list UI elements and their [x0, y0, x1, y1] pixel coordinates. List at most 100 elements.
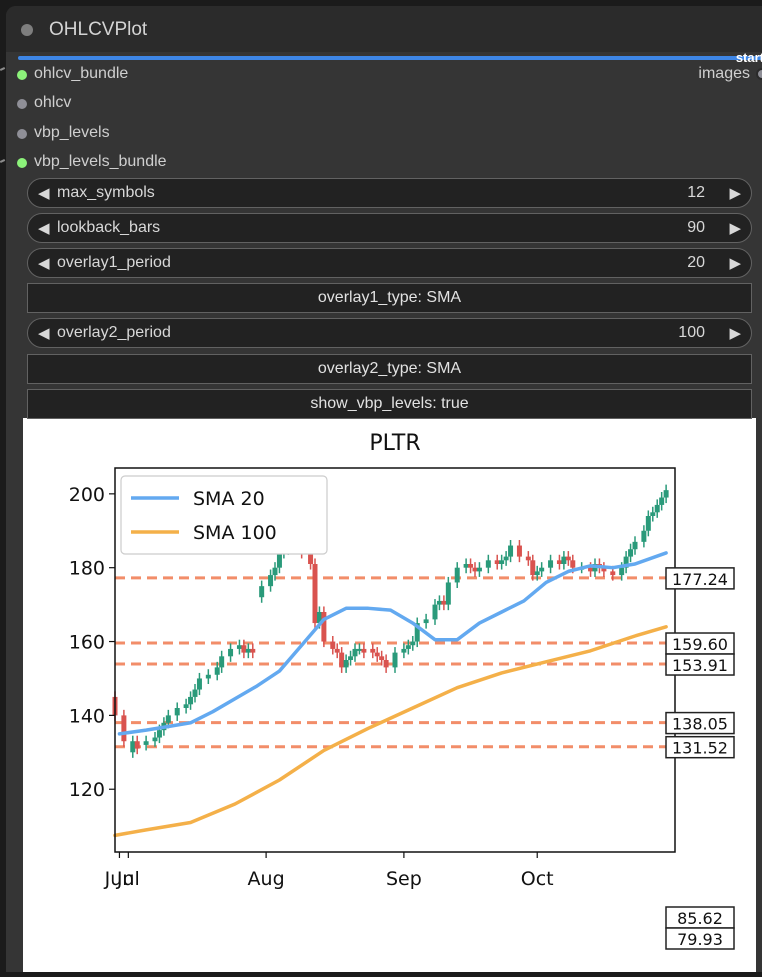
- candle-body: [548, 560, 554, 568]
- chart-title: PLTR: [369, 431, 420, 456]
- candle-body: [650, 512, 656, 516]
- candle-body: [503, 556, 509, 561]
- candle-body: [405, 645, 411, 649]
- increment-arrow-icon[interactable]: ▶: [729, 325, 741, 342]
- vbp-level-label: 177.24: [672, 570, 728, 589]
- y-tick-label: 140: [69, 705, 105, 727]
- candle-body: [570, 560, 576, 568]
- overlay1-type-combo[interactable]: overlay1_type: SMA: [27, 283, 752, 313]
- decrement-arrow-icon[interactable]: ◀: [38, 255, 50, 272]
- candle-body: [476, 567, 482, 572]
- candle-body: [508, 545, 514, 557]
- candle-body: [259, 586, 265, 598]
- overlay1-period-stepper[interactable]: ◀ overlay1_period 20 ▶: [27, 248, 752, 278]
- candle-body: [610, 571, 616, 576]
- candle-body: [414, 623, 420, 642]
- vbp-level-label: 79.93: [677, 930, 723, 949]
- candle-body: [228, 648, 234, 657]
- candle-body: [472, 567, 478, 572]
- increment-arrow-icon[interactable]: ▶: [729, 220, 741, 237]
- x-tick-label: Aug: [248, 868, 285, 890]
- candle-body: [156, 730, 162, 738]
- candle-body: [432, 604, 438, 620]
- y-tick-label: 200: [69, 484, 105, 506]
- candle-body: [628, 549, 634, 557]
- candle-body: [494, 560, 500, 564]
- candle-body: [539, 567, 545, 572]
- slot-connected-dot-icon[interactable]: [17, 70, 27, 80]
- candle-body: [588, 567, 594, 572]
- input-slot-label: ohlcv_bundle: [34, 65, 129, 82]
- candle-body: [436, 600, 442, 605]
- sma-series-line: [117, 551, 668, 736]
- collapse-dot-icon[interactable]: [21, 24, 33, 36]
- candle-body: [530, 560, 536, 576]
- output-slot-images-label: images: [698, 65, 750, 82]
- increment-arrow-icon[interactable]: ▶: [729, 255, 741, 272]
- candle-body: [556, 560, 562, 564]
- legend-entry: SMA 20: [193, 488, 265, 510]
- candle-body: [241, 645, 247, 653]
- max-symbols-value[interactable]: 12: [687, 184, 705, 201]
- decrement-arrow-icon[interactable]: ◀: [38, 220, 50, 237]
- candle-body: [659, 497, 665, 505]
- node-title-bar[interactable]: OHLCVPlot: [6, 6, 762, 52]
- candle-body: [632, 541, 638, 550]
- vbp-level-label-box: [665, 567, 735, 590]
- candle-body: [619, 567, 625, 576]
- candle-body: [192, 689, 198, 697]
- overlay1-period-value[interactable]: 20: [687, 254, 705, 271]
- candle-body: [316, 612, 322, 624]
- max-symbols-label: max_symbols: [57, 184, 155, 201]
- input-slot-ohlcv-bundle[interactable]: ohlcv_bundle: [17, 65, 129, 83]
- candle-body: [423, 619, 429, 624]
- node-title: OHLCVPlot: [49, 19, 148, 40]
- lookback-bars-value[interactable]: 90: [687, 219, 705, 236]
- candle-body: [601, 567, 607, 572]
- overlay2-type-combo[interactable]: overlay2_type: SMA: [27, 354, 752, 384]
- overlay2-period-stepper[interactable]: ◀ overlay2_period 100 ▶: [27, 318, 752, 348]
- lookback-bars-stepper[interactable]: ◀ lookback_bars 90 ▶: [27, 213, 752, 243]
- input-slot-vbp-levels-bundle[interactable]: vbp_levels_bundle: [17, 153, 167, 171]
- decrement-arrow-icon[interactable]: ◀: [38, 325, 50, 342]
- candle-body: [370, 648, 376, 653]
- candle-body: [374, 652, 380, 657]
- slot-dot-icon[interactable]: [17, 129, 27, 139]
- y-tick-label: 120: [69, 779, 105, 801]
- legend-entry: SMA 100: [193, 522, 277, 544]
- candle-body: [174, 708, 180, 716]
- overlay2-period-value[interactable]: 100: [678, 324, 705, 341]
- candle-body: [188, 696, 194, 705]
- candle-body: [454, 567, 460, 583]
- ohlcv-plot-node[interactable]: OHLCVPlot start ohlcv_bundle ohlcv vbp_l…: [6, 6, 762, 972]
- candle-body: [250, 648, 256, 653]
- vbp-level-label: 85.62: [677, 909, 723, 928]
- candle-body: [525, 556, 531, 561]
- candle-body: [445, 582, 451, 605]
- show-vbp-levels-toggle[interactable]: show_vbp_levels: true: [27, 389, 752, 419]
- slot-dot-icon[interactable]: [17, 99, 27, 109]
- x-tick-label: Sep: [386, 868, 422, 890]
- max-symbols-stepper[interactable]: ◀ max_symbols 12 ▶: [27, 178, 752, 208]
- overlay2-period-label: overlay2_period: [57, 324, 171, 341]
- decrement-arrow-icon[interactable]: ◀: [38, 185, 50, 202]
- input-slot-ohlcv[interactable]: ohlcv: [17, 94, 71, 112]
- candle-body: [352, 648, 358, 657]
- candle-body: [565, 556, 571, 561]
- input-slot-label: vbp_levels_bundle: [34, 153, 167, 170]
- execution-progress-bar: [18, 56, 762, 60]
- input-slot-vbp-levels[interactable]: vbp_levels: [17, 124, 110, 142]
- candle-body: [205, 674, 211, 679]
- slot-connected-dot-icon[interactable]: [17, 158, 27, 168]
- input-slot-label: vbp_levels: [34, 124, 110, 141]
- candle-body: [485, 560, 491, 568]
- candle-body: [308, 552, 314, 564]
- increment-arrow-icon[interactable]: ▶: [729, 185, 741, 202]
- candle-body: [343, 660, 349, 668]
- candle-body: [663, 490, 669, 498]
- candle-body: [463, 564, 469, 568]
- link-wire: [0, 67, 6, 71]
- output-slot-images-dot-icon[interactable]: [756, 68, 762, 80]
- vbp-level-label: 153.91: [672, 656, 728, 675]
